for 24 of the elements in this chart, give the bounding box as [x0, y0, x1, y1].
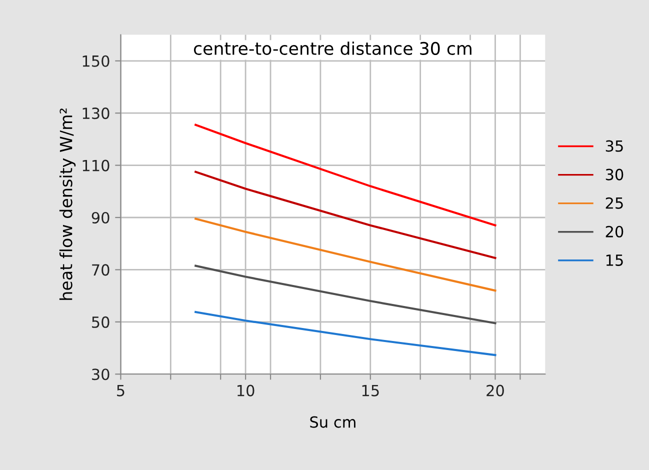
x-tick-label: 5 — [117, 385, 124, 396]
y-tick-label: 130 — [82, 108, 110, 120]
line-series — [194, 218, 496, 292]
y-tick-label: 90 — [92, 212, 110, 224]
chart-title: centre-to-centre distance 30 cm — [194, 42, 472, 56]
x-tick-label: 15 — [362, 385, 379, 396]
line-series — [194, 124, 496, 226]
y-tick-label: 150 — [82, 55, 110, 67]
x-tick-label: 10 — [238, 384, 254, 396]
y-axis-title: heat flow density W/m² — [59, 108, 76, 300]
line-series — [194, 170, 496, 260]
y-tick-label: 110 — [82, 160, 110, 172]
legend-label: 30 — [606, 168, 624, 180]
y-tick-label: 50 — [92, 316, 110, 328]
y-tick-label: 30 — [92, 368, 110, 380]
legend-label: 25 — [606, 197, 623, 209]
line-series — [194, 310, 496, 356]
x-tick-label: 20 — [486, 384, 504, 396]
legend-label: 35 — [606, 140, 623, 152]
line-series — [194, 264, 496, 324]
legend-label: 15 — [606, 254, 623, 266]
y-tick-label: 70 — [92, 264, 110, 276]
legend-label: 20 — [606, 226, 624, 238]
x-axis-title: Su cm — [310, 416, 356, 428]
